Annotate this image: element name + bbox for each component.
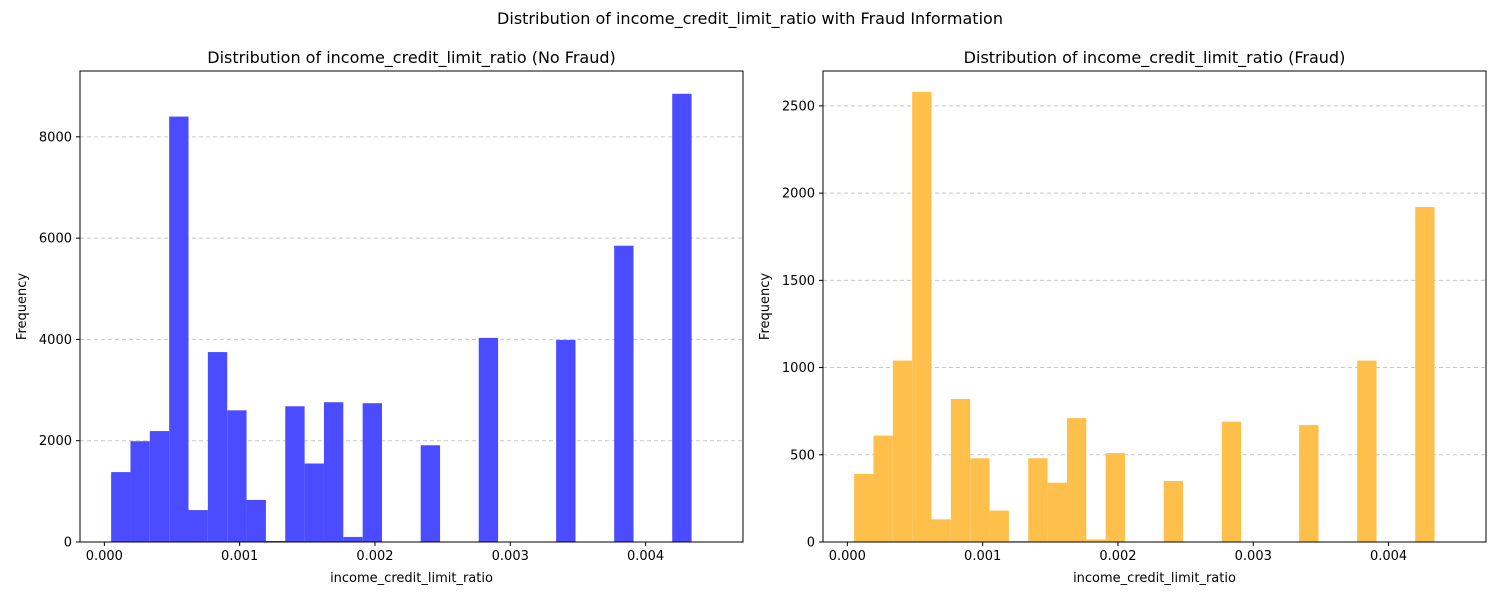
y-tick-label: 2000	[782, 187, 815, 202]
x-axis-label: income_credit_limit_ratio	[1073, 571, 1236, 586]
y-tick-label: 2000	[39, 434, 72, 449]
histogram-bar	[950, 398, 971, 542]
histogram-bar	[478, 337, 499, 542]
x-tick-label: 0.004	[1370, 549, 1407, 564]
x-tick-label: 0.001	[221, 549, 258, 564]
y-axis-label: Frequency	[758, 273, 773, 340]
y-tick-label: 8000	[39, 130, 72, 145]
histogram-bar	[1221, 421, 1242, 542]
y-tick-label: 1000	[782, 361, 815, 376]
histogram-bar	[149, 431, 170, 542]
histogram-bar	[556, 339, 576, 542]
histogram-bar	[1105, 453, 1126, 542]
y-axis-label: Frequency	[15, 273, 30, 340]
histogram-bar	[1066, 418, 1087, 542]
y-tick-label: 500	[790, 448, 815, 463]
chart-panel-1: 0.000 0.001 0.002 0.003 0.004 0 2000 4000 6000 80…	[15, 48, 744, 586]
histogram-bar	[188, 510, 208, 542]
x-tick-label: 0.004	[627, 549, 664, 564]
histogram-bar	[1086, 539, 1106, 542]
x-tick-label: 0.000	[86, 549, 123, 564]
histogram-bar	[130, 441, 150, 542]
x-tick-label: 0.001	[964, 549, 1001, 564]
histogram-bar	[420, 445, 441, 542]
histogram-bar	[111, 472, 131, 542]
histogram-bar	[989, 510, 1009, 542]
histogram-bar	[614, 245, 634, 542]
histogram-bar	[285, 406, 305, 542]
histogram-bar	[672, 93, 692, 543]
histogram-bar	[1415, 207, 1435, 543]
x-axis-label: income_credit_limit_ratio	[330, 571, 493, 586]
histogram-bar	[1028, 458, 1048, 542]
x-tick-label: 0.003	[492, 549, 529, 564]
histogram-bar	[854, 473, 874, 542]
y-tick-label: 4000	[39, 333, 72, 348]
y-tick-label: 2500	[782, 99, 815, 114]
y-tick-label: 0	[64, 536, 72, 551]
histogram-bar	[1299, 425, 1319, 542]
chart-title: Distribution of income_credit_limit_rati…	[964, 48, 1346, 68]
chart-title: Distribution of income_credit_limit_rati…	[207, 48, 616, 68]
histogram-bar	[304, 463, 324, 542]
histogram-bar	[1163, 480, 1184, 542]
histogram-bar	[227, 410, 247, 542]
y-tick-label: 1500	[782, 274, 815, 289]
y-tick-label: 0	[807, 536, 815, 551]
histogram-bar	[892, 360, 913, 542]
chart-panel-2: 0.000 0.001 0.002 0.003 0.004 0 500 1000 1500 200…	[758, 48, 1487, 586]
histogram-bar	[207, 352, 228, 542]
figure-suptitle: Distribution of income_credit_limit_rati…	[497, 9, 1003, 28]
histogram-bar	[362, 403, 383, 542]
histogram-bar	[1047, 482, 1067, 542]
histogram-bar	[931, 519, 951, 542]
x-tick-label: 0.002	[356, 549, 393, 564]
x-tick-label: 0.003	[1235, 549, 1272, 564]
plot-frame	[79, 70, 744, 543]
histogram-bar	[169, 116, 189, 543]
histogram-bar	[246, 499, 266, 542]
histogram-bar	[912, 91, 932, 542]
x-tick-label: 0.002	[1099, 549, 1136, 564]
histogram-bar	[873, 435, 893, 542]
histogram-bar	[265, 540, 286, 542]
y-tick-label: 6000	[39, 232, 72, 247]
histogram-bar	[343, 536, 363, 542]
histogram-bar	[323, 402, 344, 542]
histogram-bar	[970, 458, 990, 542]
x-tick-label: 0.000	[829, 549, 866, 564]
plot-frame	[822, 70, 1487, 543]
histogram-bar	[1357, 360, 1377, 542]
